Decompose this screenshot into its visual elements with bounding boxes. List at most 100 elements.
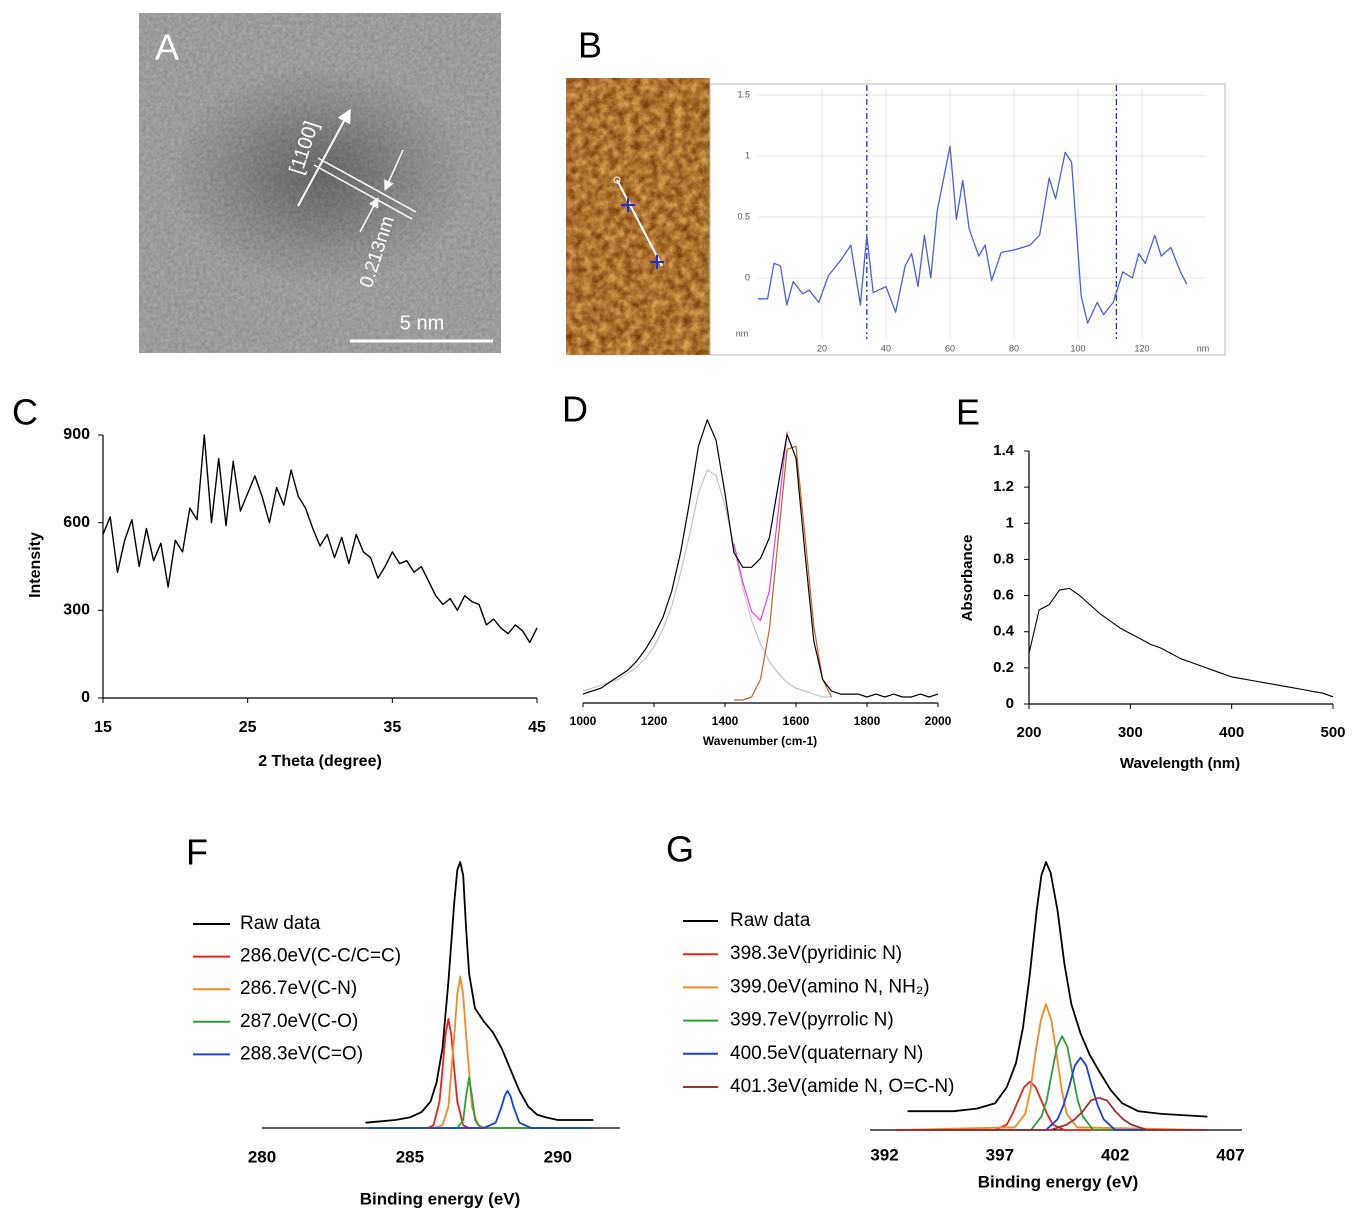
panel-letter: F — [186, 832, 208, 873]
series-line — [368, 1018, 594, 1129]
x-tick-label: 40 — [881, 343, 891, 353]
series-line — [102, 434, 538, 644]
spacing-arrow — [384, 149, 404, 191]
legend-label: 288.3eV(C=O) — [240, 1043, 363, 1064]
x-tick-label: 60 — [945, 343, 955, 353]
panel-letter: B — [578, 25, 602, 66]
series-line — [368, 1089, 594, 1129]
x-tick-label: 100 — [1070, 343, 1085, 353]
series-line — [365, 861, 594, 1124]
lattice-line — [313, 164, 413, 220]
x-tick-label: 290 — [544, 1147, 572, 1166]
y-tick-label: 0.6 — [993, 587, 1014, 604]
series-line — [582, 419, 939, 698]
y-tick-label: 1.4 — [993, 442, 1015, 459]
spacing-arrow — [359, 197, 379, 233]
panel-letter: G — [666, 829, 694, 870]
x-tick-label: 1400 — [712, 714, 739, 728]
y-tick-label: 600 — [63, 514, 90, 531]
x-axis-label: Wavelength (nm) — [1120, 755, 1240, 772]
x-tick-label: 392 — [870, 1145, 898, 1164]
x-tick-label: 25 — [239, 719, 257, 736]
x-tick-label: 200 — [1016, 724, 1041, 741]
series-line — [896, 1096, 1208, 1131]
y-axis-label: Intensity — [27, 532, 44, 598]
legend-label: 399.7eV(pyrrolic N) — [730, 1010, 894, 1031]
x-tick-label: 15 — [94, 719, 112, 736]
legend-label: Raw data — [240, 913, 321, 934]
y-tick-label: 1 — [745, 150, 750, 160]
panel-letter: E — [956, 392, 980, 433]
x-axis-label: nm — [1197, 343, 1210, 353]
series-line — [907, 861, 1208, 1118]
y-tick-label: 900 — [63, 426, 90, 443]
x-axis-label: 2 Theta (degree) — [258, 753, 382, 770]
chart-f: F 280 285 290 Binding energy (eV) Raw data 286… — [186, 832, 620, 1208]
afm-image — [566, 78, 710, 355]
chart-g: G 392 397 402 407 Binding energy (eV) Raw data… — [666, 829, 1245, 1192]
chart-b: B 0 0.5 1 1.5 20 40 60 80 100 120 nm nm — [578, 25, 1209, 354]
legend-label: 286.0eV(C-C/C=C) — [240, 946, 401, 967]
legend-label: 398.3eV(pyridinic N) — [730, 943, 902, 964]
x-tick-label: 2000 — [925, 714, 952, 728]
y-axis-label: nm — [736, 328, 749, 338]
x-tick-label: 402 — [1101, 1145, 1129, 1164]
x-tick-label: 285 — [396, 1147, 424, 1166]
y-tick-label: 0.5 — [737, 211, 750, 221]
x-tick-label: 1800 — [854, 714, 881, 728]
profile-cursor — [621, 198, 664, 269]
x-tick-label: 1200 — [641, 714, 668, 728]
panel-letter: C — [12, 392, 38, 433]
panel-letter: A — [155, 27, 179, 68]
particle — [170, 65, 470, 285]
x-axis-label: Binding energy (eV) — [978, 1172, 1139, 1191]
afm-noise — [566, 78, 710, 355]
series-line — [582, 469, 832, 698]
chart-e: E 0 0.2 0.4 0.6 0.8 1 1.2 1.4 200 300 400 500 Wavelen… — [956, 392, 1346, 772]
x-tick-label: 80 — [1009, 343, 1019, 353]
direction-arrow — [297, 108, 351, 207]
legend-label: 286.7eV(C-N) — [240, 978, 357, 999]
series-line — [896, 1056, 1208, 1131]
profile-line — [616, 179, 663, 267]
x-tick-label: 1000 — [570, 714, 597, 728]
y-tick-label: 0 — [1006, 695, 1014, 712]
legend-label: Raw data — [730, 910, 811, 931]
panel-letter: D — [562, 389, 588, 430]
legend-label: 287.0eV(C-O) — [240, 1011, 358, 1032]
x-tick-label: 120 — [1134, 343, 1149, 353]
lattice-line — [317, 157, 417, 213]
y-tick-label: 0.4 — [993, 623, 1015, 640]
legend-label: 399.0eV(amino N, NH₂) — [730, 976, 930, 997]
x-tick-label: 45 — [528, 719, 546, 736]
series-line — [758, 145, 1188, 324]
legend-label: 401.3eV(amide N, O=C-N) — [730, 1076, 954, 1097]
x-tick-label: 397 — [986, 1145, 1014, 1164]
x-tick-label: 300 — [1118, 724, 1143, 741]
y-tick-label: 300 — [63, 602, 90, 619]
chart-d: D 1000 1200 1400 1600 1800 2000 Wavenumber (cm-… — [562, 389, 952, 749]
x-tick-label: 20 — [817, 343, 827, 353]
series-line — [733, 431, 788, 621]
chart-c: C 0 300 600 900 15 25 35 45 2 Theta (degree) Inten… — [12, 392, 546, 771]
y-tick-label: 0 — [81, 689, 90, 706]
tem-image: A [1100] 0.213nm 5 nm — [139, 13, 501, 353]
y-tick-label: 0 — [745, 272, 750, 282]
series-line — [896, 1035, 1208, 1131]
x-axis-label: Binding energy (eV) — [360, 1189, 521, 1208]
y-tick-label: 1.2 — [993, 478, 1014, 495]
y-tick-label: 0.2 — [993, 659, 1014, 676]
x-tick-label: 280 — [248, 1147, 276, 1166]
x-tick-label: 1600 — [783, 714, 810, 728]
y-tick-label: 1 — [1006, 514, 1014, 531]
x-tick-label: 500 — [1320, 724, 1345, 741]
legend-label: 400.5eV(quaternary N) — [730, 1043, 923, 1064]
y-axis-label: Absorbance — [959, 535, 976, 622]
x-tick-label: 400 — [1219, 724, 1244, 741]
profile-start — [613, 176, 621, 184]
x-tick-label: 35 — [383, 719, 401, 736]
series-line — [1028, 587, 1334, 698]
series-line — [896, 1003, 1208, 1131]
series-line — [368, 1076, 594, 1129]
